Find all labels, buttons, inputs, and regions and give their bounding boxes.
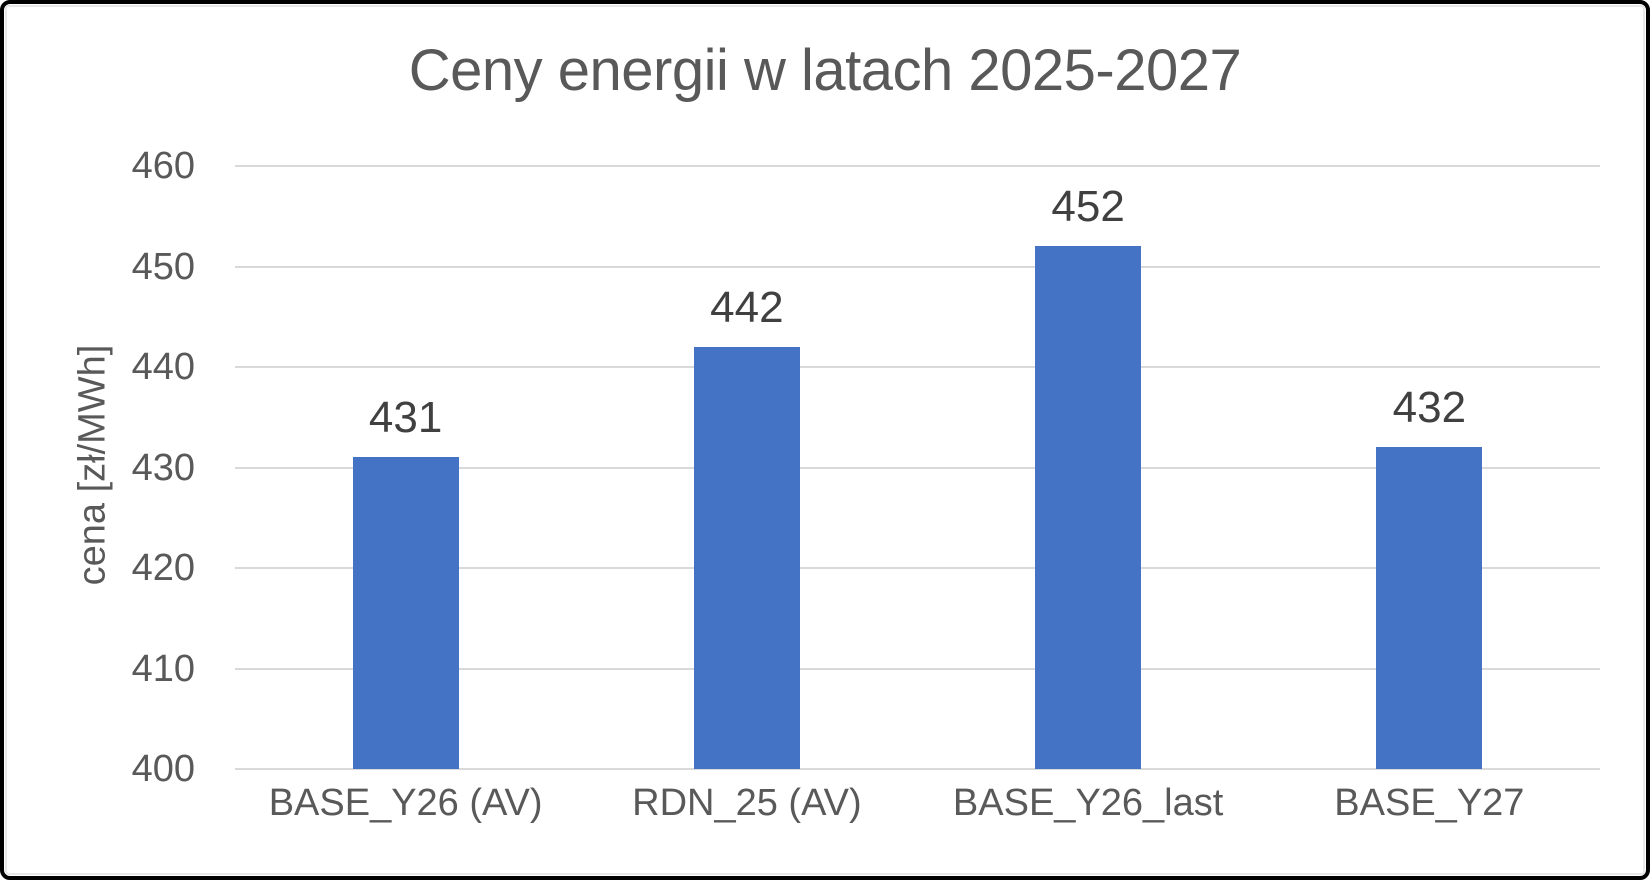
x-category-label: BASE_Y26 (AV) (268, 782, 543, 824)
bar (1376, 447, 1483, 769)
gridline (235, 265, 1600, 268)
x-category-label: BASE_Y26_last (952, 782, 1224, 824)
bar-value-label: 442 (710, 282, 784, 332)
y-tick-label: 440 (131, 346, 195, 388)
y-tick-label: 460 (131, 145, 195, 187)
gridline (235, 466, 1600, 469)
gridline (235, 567, 1600, 569)
y-tick-label: 450 (131, 245, 195, 288)
y-tick-label: 430 (131, 446, 195, 489)
bar-value-label: 452 (1051, 182, 1125, 232)
y-tick-label: 400 (131, 748, 195, 790)
gridline (235, 366, 1600, 368)
gridline (235, 768, 1600, 770)
bar-value-label: 431 (368, 393, 443, 443)
y-tick-label: 410 (131, 647, 195, 690)
plot-area: 431 442 452 432 (235, 165, 1600, 770)
chart-title: Ceny energii w latach 2025-2027 (408, 38, 1242, 103)
bar (352, 457, 459, 769)
gridline (235, 165, 1600, 167)
x-category-label: BASE_Y27 (1334, 782, 1525, 824)
bar (1035, 246, 1142, 769)
bar (693, 346, 800, 769)
x-category-label: RDN_25 (AV) (632, 782, 862, 824)
bar-value-label: 432 (1392, 383, 1467, 433)
gridline (235, 667, 1600, 670)
chart-area: Ceny energii w latach 2025-2027 cena [zł… (5, 5, 1645, 875)
y-tick-label: 420 (131, 547, 195, 589)
